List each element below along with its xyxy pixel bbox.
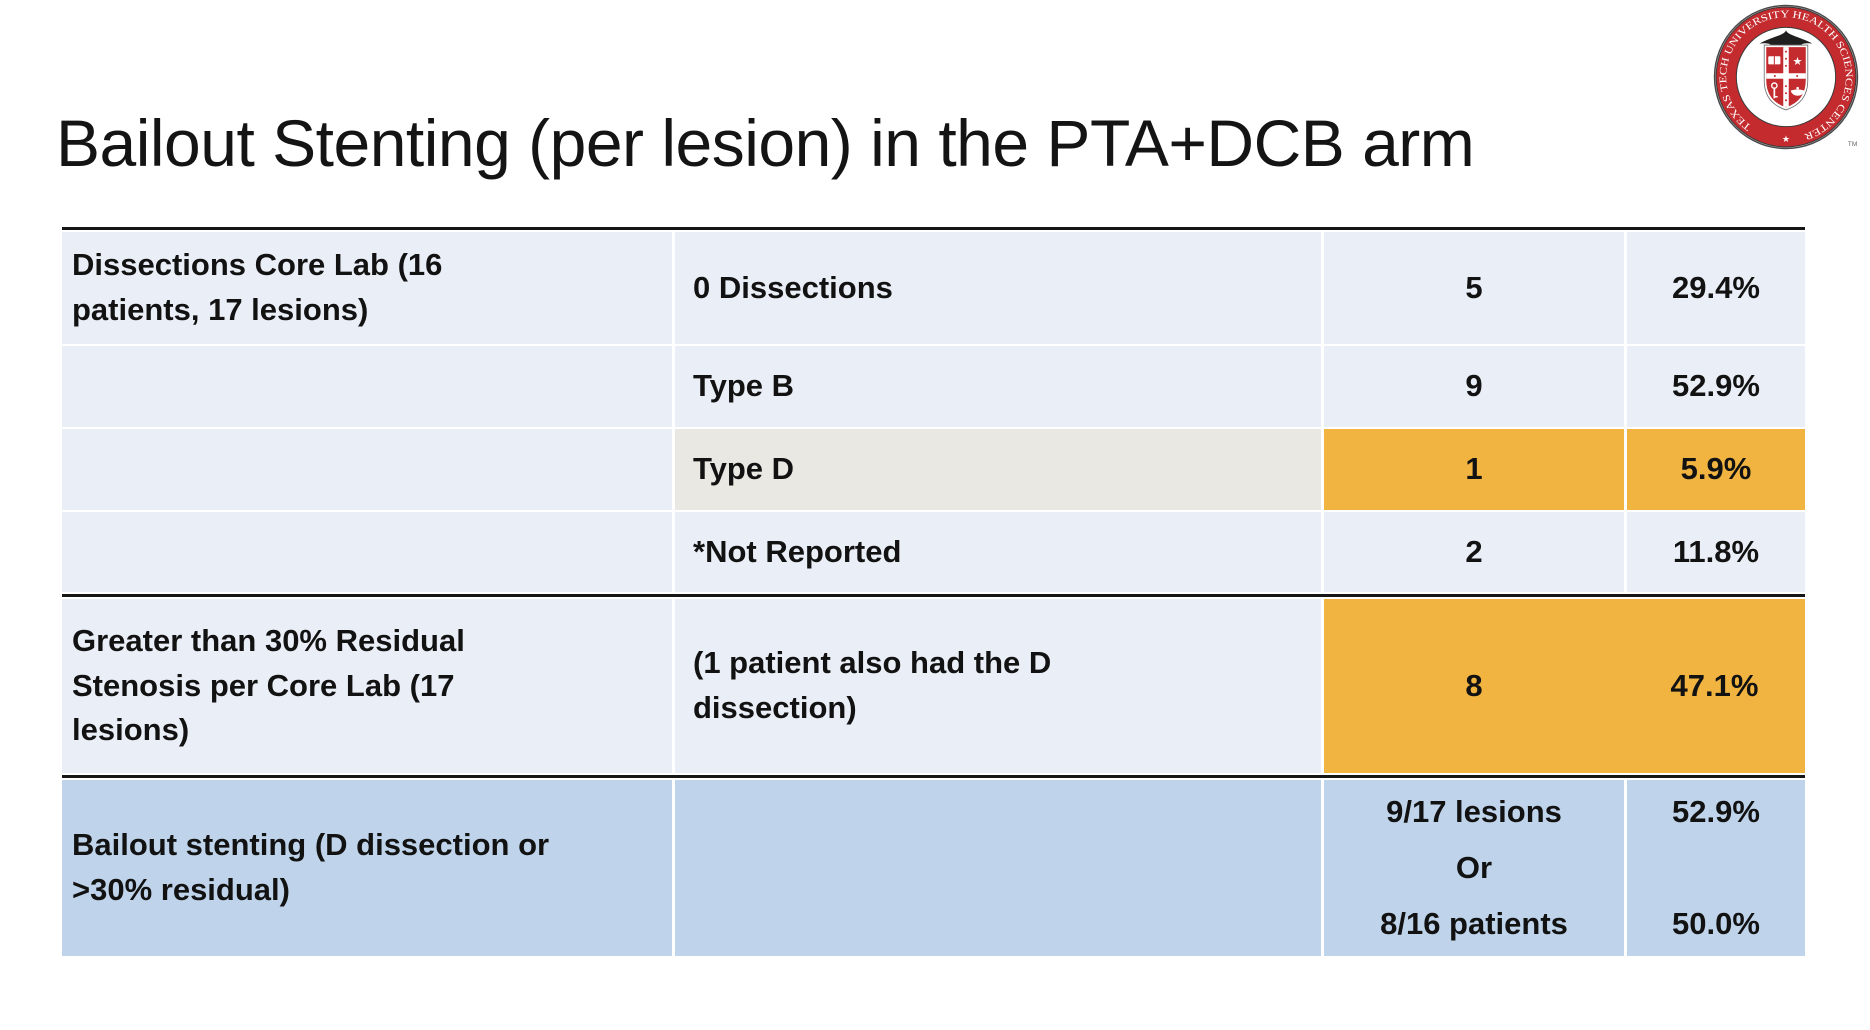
cell-percent: 11.8% <box>1627 512 1805 592</box>
cell-percent-highlighted: 47.1% <box>1670 667 1759 703</box>
cell-merged-highlighted: 8 47.1% <box>1324 599 1805 773</box>
cell-category-empty <box>675 780 1321 956</box>
cell-label-empty <box>62 346 672 427</box>
cell-count: 9 <box>1324 346 1624 427</box>
cell-label-residual-stenosis: Greater than 30% Residual Stenosis per C… <box>62 599 672 773</box>
seal-trademark: TM <box>1848 141 1858 148</box>
ttuhsc-seal-logo: TEXAS TECH UNIVERSITY HEALTH SCIENCES CE… <box>1713 4 1859 150</box>
cell-label-empty <box>62 512 672 592</box>
cell-category-patient-note: (1 patient also had the D dissection) <box>675 599 1321 773</box>
cell-count-highlighted: 1 <box>1324 429 1624 510</box>
cell-count-highlighted: 8 <box>1465 667 1483 703</box>
cell-label-dissections-core-lab: Dissections Core Lab (16 patients, 17 le… <box>62 232 672 344</box>
cell-count: 2 <box>1324 512 1624 592</box>
cell-count: 5 <box>1324 232 1624 344</box>
cell-percent: 29.4% <box>1627 232 1805 344</box>
cell-percent: 52.9% <box>1627 346 1805 427</box>
cell-label-bailout-stenting: Bailout stenting (D dissection or >30% r… <box>62 780 672 956</box>
seal-red-ring <box>1716 7 1856 147</box>
cell-count-summary: 9/17 lesions Or 8/16 patients <box>1324 780 1624 956</box>
cell-percent-summary: 52.9% 50.0% <box>1627 780 1805 956</box>
cell-percent-highlighted: 5.9% <box>1627 429 1805 510</box>
cell-label-empty <box>62 429 672 510</box>
table-section-border <box>62 594 1805 597</box>
cell-category-not-reported: *Not Reported <box>675 512 1321 592</box>
bailout-stenting-table: Dissections Core Lab (16 patients, 17 le… <box>62 227 1805 956</box>
seal-bottom-star-icon: ★ <box>1782 135 1790 145</box>
cell-category-0-dissections: 0 Dissections <box>675 232 1321 344</box>
seal-lamp-icon <box>1790 89 1805 96</box>
table-top-border <box>62 227 1805 230</box>
table-section-border <box>62 775 1805 778</box>
slide-title: Bailout Stenting (per lesion) in the PTA… <box>56 106 1475 181</box>
cell-category-type-d: Type D <box>675 429 1321 510</box>
cell-category-type-b: Type B <box>675 346 1321 427</box>
seal-star-icon: ★ <box>1792 55 1802 68</box>
